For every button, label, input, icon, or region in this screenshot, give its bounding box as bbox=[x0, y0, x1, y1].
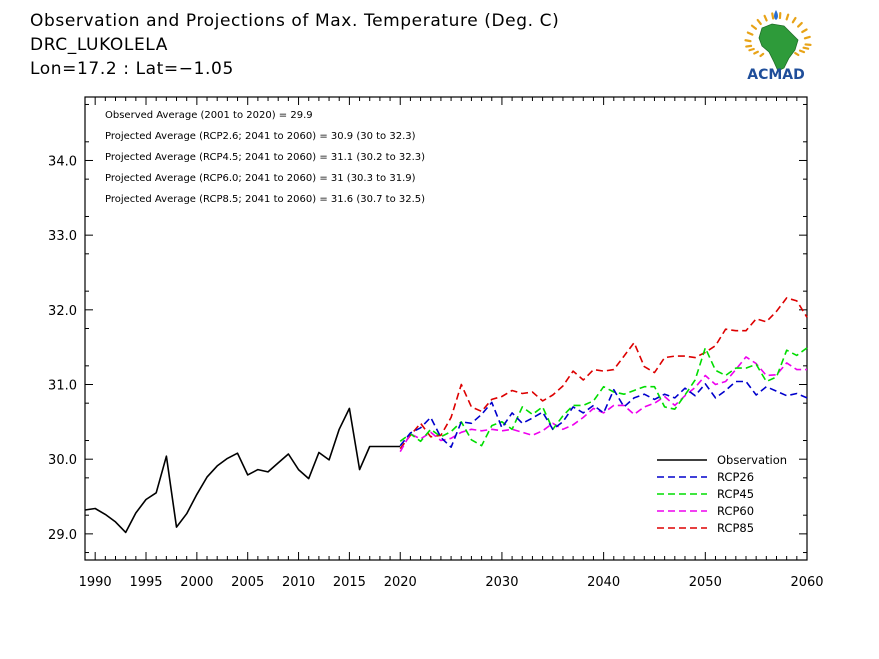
acmad-logo: ACMAD bbox=[744, 10, 812, 83]
x-tick-label: 1995 bbox=[129, 575, 162, 590]
legend-label-observation: Observation bbox=[717, 453, 787, 467]
x-tick-label: 2040 bbox=[587, 575, 620, 590]
x-tick-label: 2020 bbox=[384, 575, 417, 590]
annotation-rcp85: Projected Average (RCP8.5; 2041 to 2060)… bbox=[105, 194, 425, 205]
y-tick-label: 33.0 bbox=[48, 229, 77, 244]
sun-ray bbox=[797, 21, 803, 28]
legend: Observation RCP26 RCP45 RCP60 RCP85 bbox=[657, 453, 787, 535]
sun-ray bbox=[748, 47, 755, 52]
x-tick-label: 2015 bbox=[333, 575, 366, 590]
sun-ray bbox=[750, 24, 758, 30]
y-tick-label: 29.0 bbox=[48, 528, 77, 543]
sun-rays-icon bbox=[744, 11, 812, 58]
x-tick-label: 2060 bbox=[790, 575, 823, 590]
legend-label-rcp45: RCP45 bbox=[717, 487, 754, 501]
sun-ray bbox=[744, 39, 752, 43]
africa-map-icon bbox=[758, 23, 799, 72]
chart-title: Observation and Projections of Max. Temp… bbox=[30, 11, 559, 31]
sun-ray bbox=[794, 51, 800, 57]
legend-label-rcp60: RCP60 bbox=[717, 504, 754, 518]
y-tick-label: 32.0 bbox=[48, 304, 77, 319]
y-tick-label: 31.0 bbox=[48, 379, 77, 394]
y-tick-label: 34.0 bbox=[48, 154, 77, 169]
sun-ray bbox=[801, 28, 808, 34]
sun-ray bbox=[771, 12, 775, 20]
annotation-observed: Observed Average (2001 to 2020) = 29.9 bbox=[105, 110, 313, 121]
sun-ray bbox=[753, 50, 759, 55]
x-tick-label: 2000 bbox=[180, 575, 213, 590]
sun-ray bbox=[802, 46, 810, 50]
chart-station: DRC_LUKOLELA bbox=[30, 35, 168, 55]
series-line-rcp26 bbox=[399, 380, 808, 449]
water-drop-icon bbox=[774, 10, 778, 20]
sun-ray bbox=[791, 16, 797, 24]
sun-ray bbox=[798, 49, 806, 54]
sun-ray bbox=[756, 18, 762, 26]
logo-text: ACMAD bbox=[747, 67, 805, 83]
x-tick-label: 2050 bbox=[689, 575, 722, 590]
series-lines bbox=[84, 297, 808, 534]
series-line-rcp45 bbox=[399, 347, 808, 447]
series-line-rcp85 bbox=[399, 297, 808, 450]
x-tick-label: 2030 bbox=[485, 575, 518, 590]
sun-ray bbox=[803, 35, 811, 40]
legend-label-rcp26: RCP26 bbox=[717, 470, 754, 484]
sun-ray bbox=[746, 31, 754, 36]
x-tick-label: 2005 bbox=[231, 575, 264, 590]
legend-label-rcp85: RCP85 bbox=[717, 521, 754, 535]
sun-ray bbox=[785, 13, 790, 21]
sun-ray bbox=[759, 52, 765, 58]
sun-ray bbox=[763, 14, 768, 22]
sun-ray bbox=[745, 44, 753, 48]
series-line-observation bbox=[84, 407, 401, 534]
annotation-rcp60: Projected Average (RCP6.0; 2041 to 2060)… bbox=[105, 173, 416, 184]
series-line-rcp60 bbox=[399, 356, 807, 453]
x-axis: 1990 1995 2000 2005 2010 2015 2020 2030 2040 2050… bbox=[79, 97, 824, 590]
chart-coordinates: Lon=17.2 : Lat=−1.05 bbox=[30, 59, 234, 79]
statistics-annotations: Observed Average (2001 to 2020) = 29.9 P… bbox=[105, 110, 425, 205]
y-axis: 29.0 30.0 31.0 32.0 33.0 34.0 bbox=[48, 103, 807, 554]
x-tick-label: 2010 bbox=[282, 575, 315, 590]
plot-frame bbox=[84, 96, 808, 561]
annotation-rcp26: Projected Average (RCP2.6; 2041 to 2060)… bbox=[105, 131, 416, 142]
annotation-rcp45: Projected Average (RCP4.5; 2041 to 2060)… bbox=[105, 152, 425, 163]
y-tick-label: 30.0 bbox=[48, 453, 77, 468]
x-tick-label: 1990 bbox=[79, 575, 112, 590]
